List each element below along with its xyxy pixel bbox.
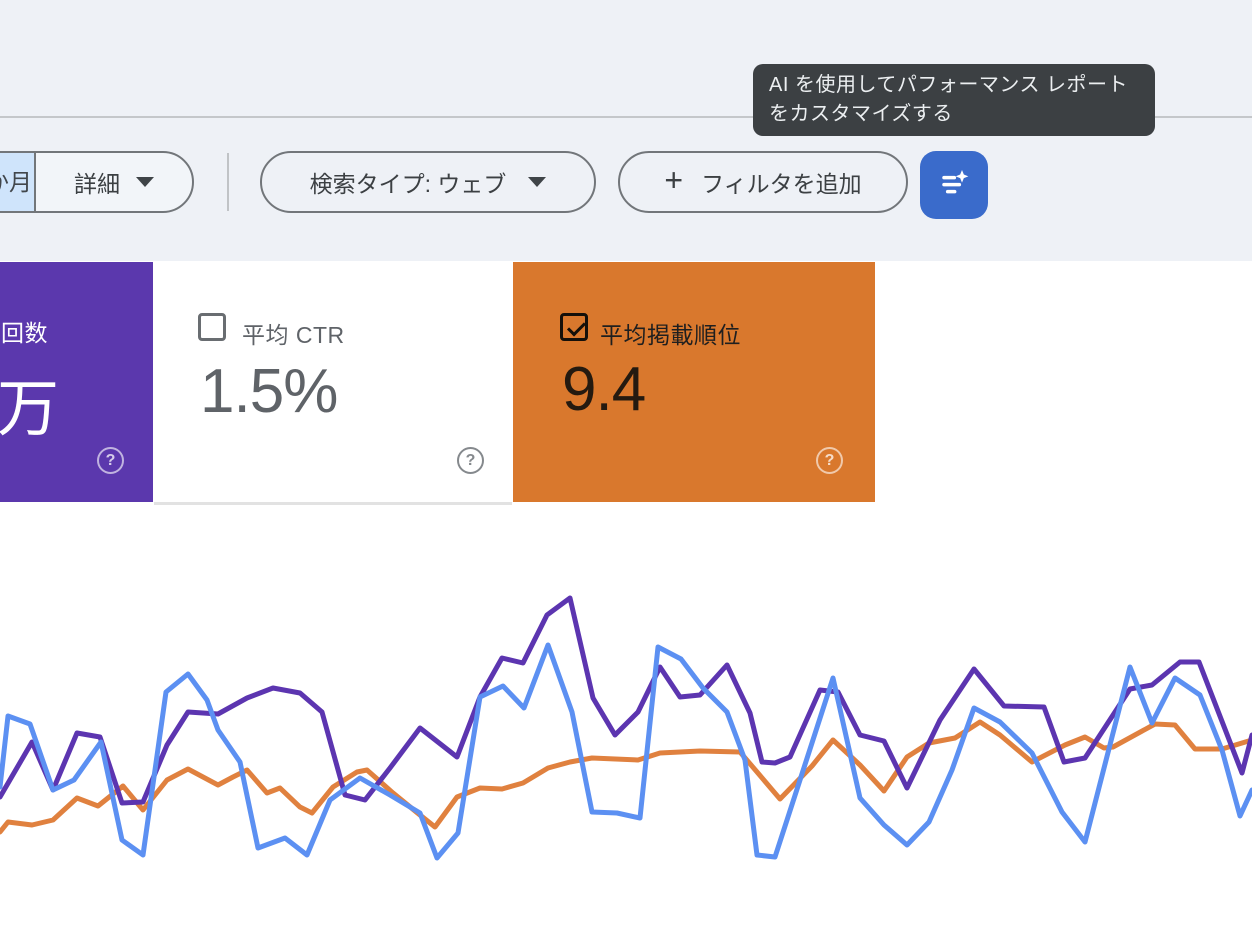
filter-sparkle-icon: [934, 164, 974, 207]
ctr-checkbox[interactable]: [198, 313, 226, 341]
ai-tooltip-text: AI を使用してパフォーマンス レポートをカスタマイズする: [769, 74, 1129, 125]
ctr-card[interactable]: 平均 CTR 1.5% ?: [154, 262, 512, 505]
impressions-card-label: 回数: [1, 320, 48, 346]
header-divider: [0, 116, 1252, 118]
chevron-down-icon: [136, 177, 154, 187]
average-position-card[interactable]: 平均掲載順位 9.4 ?: [513, 262, 875, 502]
detail-button-label: 詳細: [74, 171, 120, 197]
date-range-detail-button[interactable]: 詳細: [34, 151, 194, 213]
ctr-card-label: 平均 CTR: [242, 322, 345, 348]
position-card-value: 9.4: [562, 355, 646, 424]
position-card-label: 平均掲載順位: [600, 322, 741, 348]
help-glyph: ?: [824, 451, 835, 469]
date-range-selected-segment[interactable]: か月: [0, 151, 34, 213]
help-icon[interactable]: ?: [97, 447, 124, 474]
plus-icon: +: [664, 162, 684, 198]
checkmark-icon: [566, 317, 587, 337]
help-icon[interactable]: ?: [816, 447, 843, 474]
search-type-label: 検索タイプ: ウェブ: [309, 171, 507, 197]
impressions-card-value: 万: [0, 375, 59, 444]
impressions-card[interactable]: 回数 万 ?: [0, 262, 153, 502]
purple-line-impressions: [0, 595, 1252, 806]
ai-customize-tooltip: AI を使用してパフォーマンス レポートをカスタマイズする: [753, 64, 1155, 136]
position-checkbox[interactable]: [560, 313, 588, 341]
toolbar-divider: [227, 153, 229, 211]
search-type-button[interactable]: 検索タイプ: ウェブ: [260, 151, 596, 213]
help-icon[interactable]: ?: [457, 447, 484, 474]
add-filter-label: フィルタを追加: [701, 171, 862, 197]
ai-filter-button[interactable]: [920, 151, 988, 219]
help-glyph: ?: [465, 451, 476, 469]
add-filter-button[interactable]: + フィルタを追加: [618, 151, 908, 213]
ctr-card-value: 1.5%: [200, 357, 338, 426]
performance-chart[interactable]: [0, 560, 1252, 952]
date-range-partial-label: か月: [0, 169, 32, 195]
help-glyph: ?: [105, 451, 116, 469]
chevron-down-icon: [528, 177, 547, 187]
blue-line-clicks: [0, 642, 1252, 861]
